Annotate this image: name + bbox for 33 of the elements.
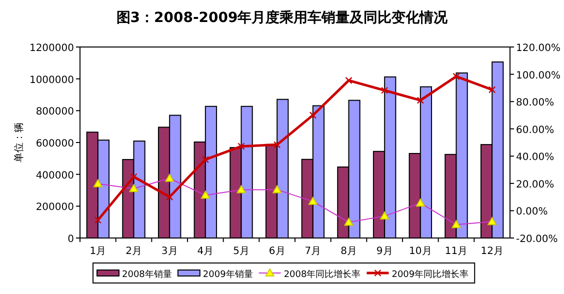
y-tick-label: 600000 — [36, 138, 74, 150]
x-tick-label: 10月 — [409, 246, 432, 257]
x-tick-label: 12月 — [480, 246, 504, 257]
y-tick-label: 800000 — [36, 106, 74, 118]
x-tick-label: 6月 — [268, 246, 286, 257]
y2-tick-label: 80.00% — [516, 98, 554, 109]
x-tick-label: 4月 — [197, 246, 214, 257]
legend-label: 2009年销量 — [202, 269, 253, 280]
x-tick-label: 8月 — [340, 246, 357, 257]
y2-tick-label: 120.00% — [516, 43, 560, 54]
y2-tick-label: 20.00% — [516, 179, 554, 190]
x-tick-label: 5月 — [233, 246, 250, 257]
x-tick-label: 11月 — [444, 246, 468, 257]
y2-tick-label: 60.00% — [516, 124, 554, 136]
legend-label: 2008年同比增长率 — [284, 269, 361, 280]
x-tick-label: 1月 — [90, 246, 106, 257]
chart-title: 图3：2008-2009年月度乘用车销量及同比变化情况 — [116, 9, 449, 26]
y2-tick-label: -20.00% — [516, 234, 558, 245]
legend-label: 2008年销量 — [122, 269, 172, 280]
y-tick-label: 200000 — [36, 202, 74, 214]
y-tick-label: 1000000 — [29, 74, 74, 86]
legend-label: 2009年同比增长率 — [392, 269, 469, 280]
y-axis-title: 单位：辆 — [13, 122, 25, 162]
y-tick-label: 400000 — [36, 170, 74, 182]
x-tick-label: 2月 — [126, 246, 142, 257]
y2-tick-label: 100.00% — [516, 70, 560, 82]
y2-tick-label: 40.00% — [516, 152, 554, 164]
y-tick-label: 0 — [68, 234, 74, 245]
x-tick-label: 3月 — [161, 246, 178, 257]
y2-tick-label: 0.00% — [516, 206, 548, 218]
x-tick-label: 7月 — [304, 246, 322, 257]
y-tick-label: 1200000 — [29, 43, 74, 54]
x-tick-label: 9月 — [376, 246, 393, 257]
